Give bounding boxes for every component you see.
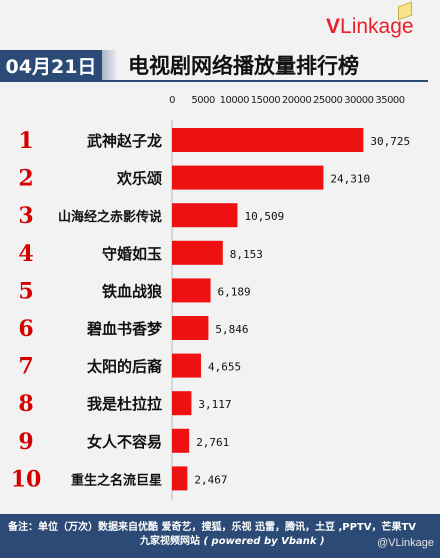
rank-number: 9 bbox=[18, 429, 33, 455]
logo-v: V bbox=[326, 15, 341, 38]
category-label: 我是杜拉拉 bbox=[87, 395, 162, 413]
rank-number: 7 bbox=[18, 354, 33, 380]
watermark: @VLinkage bbox=[376, 537, 434, 549]
x-tick-label: 0 bbox=[169, 95, 175, 106]
logo-text: Linkage bbox=[340, 15, 414, 38]
x-tick-label: 20000 bbox=[282, 95, 311, 106]
category-label: 守婚如玉 bbox=[102, 245, 162, 263]
bar bbox=[172, 353, 201, 378]
category-label: 铁血战狼 bbox=[102, 282, 163, 300]
value-label: 24,310 bbox=[330, 173, 370, 186]
value-label: 5,846 bbox=[215, 323, 248, 336]
footer-source-text: 九家视频网站 bbox=[140, 536, 204, 547]
value-label: 3,117 bbox=[198, 398, 231, 411]
bar bbox=[172, 316, 209, 340]
x-tick-label: 30000 bbox=[344, 95, 373, 106]
footer-note: 备注：单位（万次）数据来自优酷 爱奇艺，搜狐，乐视 迅雷，腾讯，土豆 ,PPTV… bbox=[8, 522, 417, 533]
value-label: 6,189 bbox=[218, 285, 251, 298]
title-divider bbox=[0, 80, 428, 82]
bar bbox=[172, 128, 364, 152]
x-tick-label: 35000 bbox=[375, 95, 404, 106]
bar-chart: 0 5000 10000 15000 20000 25000 30000 35000 1 武神赵子… bbox=[11, 95, 410, 500]
category-label: 重生之名流巨星 bbox=[71, 472, 162, 488]
category-label: 欢乐颂 bbox=[116, 170, 162, 188]
value-label: 30,725 bbox=[370, 135, 410, 148]
category-label: 武神赵子龙 bbox=[87, 132, 162, 150]
value-label: 8,153 bbox=[230, 248, 263, 261]
footer: 备注：单位（万次）数据来自优酷 爱奇艺，搜狐，乐视 迅雷，腾讯，土豆 ,PPTV… bbox=[0, 514, 440, 558]
bar bbox=[172, 466, 188, 491]
category-label: 太阳的后裔 bbox=[87, 358, 162, 376]
date-badge: 04月21日 bbox=[0, 50, 102, 80]
x-tick-label: 15000 bbox=[251, 95, 280, 106]
rank-number: 3 bbox=[18, 203, 33, 229]
value-label: 10,509 bbox=[244, 210, 284, 223]
x-tick-label: 25000 bbox=[313, 95, 342, 106]
rank-number: 2 bbox=[18, 166, 33, 192]
category-label: 山海经之赤影传说 bbox=[58, 209, 162, 225]
date-badge-tab bbox=[102, 50, 116, 80]
rank-number: 4 bbox=[18, 241, 33, 267]
footer-source: 九家视频网站 ( powered by Vbank ) bbox=[140, 532, 325, 547]
value-label: 2,467 bbox=[194, 473, 227, 486]
rank-number: 1 bbox=[18, 128, 33, 154]
bar bbox=[172, 391, 192, 416]
category-label: 女人不容易 bbox=[87, 433, 162, 451]
value-label: 4,655 bbox=[208, 361, 241, 374]
bar bbox=[172, 165, 324, 190]
category-label: 碧血书香梦 bbox=[86, 320, 163, 338]
x-tick-label: 10000 bbox=[220, 95, 249, 106]
rank-number: 10 bbox=[11, 466, 42, 492]
bar bbox=[172, 428, 190, 453]
rank-number: 5 bbox=[18, 278, 33, 304]
page-title: 电视剧网络播放量排行榜 bbox=[128, 54, 359, 78]
rank-number: 6 bbox=[18, 316, 33, 342]
value-label: 2,761 bbox=[196, 436, 229, 449]
bar bbox=[172, 278, 211, 303]
rank-number: 8 bbox=[18, 391, 33, 417]
vlinkage-logo: VLinkage bbox=[326, 16, 414, 37]
footer-powered: ( powered by Vbank ) bbox=[203, 536, 325, 547]
x-tick-label: 5000 bbox=[191, 95, 215, 106]
bar bbox=[172, 203, 238, 228]
bar bbox=[172, 240, 223, 265]
